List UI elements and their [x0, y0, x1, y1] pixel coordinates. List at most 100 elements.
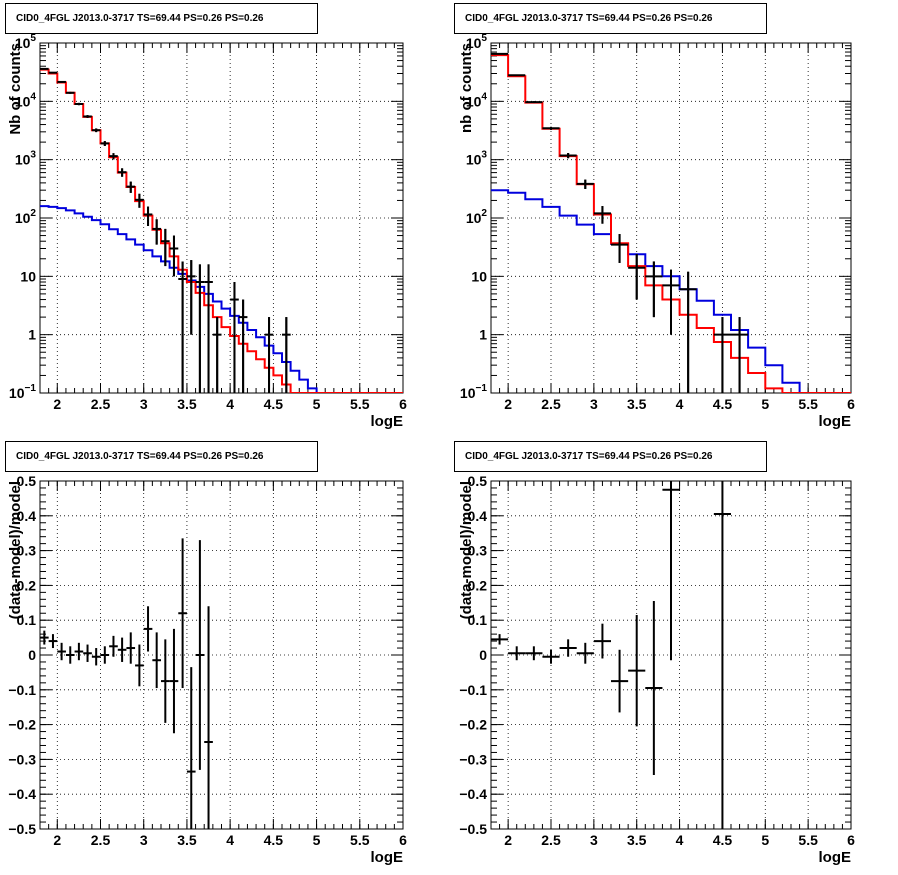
residual-point: [161, 639, 170, 723]
chart-panel-3: 2 2.5 3 3.5 4 4.5 5 5.5 6 −0.5 −0.4 −0.3 −0.2 −0.1 0 0.…: [7, 473, 407, 866]
x-tick-label: 2: [53, 832, 61, 848]
data-point: [628, 254, 646, 300]
y-tick-label: −0.4: [459, 786, 487, 802]
residual-point: [74, 642, 84, 661]
y-tick-label: 102: [466, 208, 488, 226]
y-tick-label: 103: [15, 150, 37, 168]
data-point: [40, 67, 49, 70]
data-point: [645, 261, 663, 318]
data-point: [212, 317, 222, 393]
y-tick-label: 0.4: [17, 508, 37, 524]
residual-point: [109, 635, 118, 657]
residual-point: [525, 646, 543, 661]
x-tick-label: 3.5: [177, 832, 197, 848]
residual-point: [491, 634, 509, 645]
y-tick-label: −0.2: [459, 717, 487, 733]
residual-point: [126, 632, 136, 664]
y-tick-label: 0.5: [17, 473, 37, 489]
chart-panel-1: 2 2.5 3 3.5 4 4.5 5 5.5 6 10−1 1 10 102 103 104 105 logE…: [7, 33, 407, 430]
y-tick-label: 0.2: [17, 577, 37, 593]
residual-point: [40, 630, 49, 645]
residual-point: [713, 481, 731, 829]
residual-point: [611, 649, 629, 713]
y-tick-label: 105: [15, 33, 37, 51]
residual-point: [186, 667, 196, 829]
data-point: [186, 260, 196, 335]
data-point: [117, 168, 127, 177]
residual-point: [508, 646, 526, 661]
residual-point: [100, 646, 110, 664]
plot-area: [491, 52, 851, 393]
y-tick-label: −0.5: [8, 821, 36, 837]
x-tick-label: 2.5: [91, 832, 111, 848]
chart-panel-4: 2 2.5 3 3.5 4 4.5 5 5.5 6 −0.5 −0.4 −0.3 −0.2 −0.1 0 0.…: [458, 473, 855, 866]
y-tick-label: 0.1: [17, 612, 37, 628]
x-tick-label: 6: [847, 832, 855, 848]
x-tick-label: 2: [53, 396, 61, 412]
x-tick-label: 5: [313, 396, 321, 412]
x-axis-label: logE: [819, 849, 852, 866]
data-point: [143, 206, 153, 226]
x-tick-label: 4: [676, 396, 684, 412]
y-tick-label: 0.5: [468, 473, 488, 489]
y-tick-label: 1: [479, 327, 487, 343]
residual-point: [195, 540, 205, 770]
x-tick-label: 2.5: [91, 396, 111, 412]
data-point: [230, 281, 239, 393]
x-tick-label: 4.5: [713, 396, 733, 412]
data-point: [713, 317, 731, 393]
x-tick-label: 5.5: [798, 396, 818, 412]
y-tick-label: 10: [471, 268, 487, 284]
residual-point: [204, 606, 213, 829]
y-tick-label: 104: [466, 91, 488, 109]
y-tick-label: 102: [15, 208, 37, 226]
x-tick-label: 3: [140, 832, 148, 848]
residual-point: [135, 644, 144, 687]
data-point: [491, 52, 509, 55]
residual-point: [645, 601, 663, 776]
panel-title: CID0_4FGL J2013.0-3717 TS=69.44 PS=0.26 …: [454, 441, 767, 472]
data-point: [731, 317, 749, 393]
x-tick-label: 3: [590, 396, 598, 412]
residual-point: [169, 628, 179, 734]
data-point: [204, 264, 213, 393]
x-tick-label: 2: [504, 396, 512, 412]
x-tick-label: 6: [399, 396, 407, 412]
x-tick-label: 4.5: [713, 832, 733, 848]
x-tick-label: 5.5: [350, 396, 370, 412]
x-tick-label: 3.5: [627, 396, 647, 412]
y-tick-label: 0.4: [468, 508, 488, 524]
residual-point: [559, 639, 577, 657]
panel-title: CID0_4FGL J2013.0-3717 TS=69.44 PS=0.26 …: [5, 441, 318, 472]
data-point: [91, 128, 101, 133]
x-tick-label: 4: [226, 396, 234, 412]
residual-point: [91, 648, 101, 666]
data-point: [559, 153, 577, 159]
panel-title: CID0_4FGL J2013.0-3717 TS=69.44 PS=0.26 …: [5, 3, 318, 34]
panel-title: CID0_4FGL J2013.0-3717 TS=69.44 PS=0.26 …: [454, 3, 767, 34]
x-tick-label: 3.5: [627, 832, 647, 848]
y-axis-label: nb of counts: [458, 43, 475, 133]
x-tick-label: 5.5: [798, 832, 818, 848]
residual-point: [143, 606, 153, 652]
y-axis-label: (data-model)/model: [7, 481, 24, 619]
residual-point: [576, 642, 594, 664]
y-tick-label: −0.1: [459, 682, 487, 698]
data-point: [135, 193, 144, 208]
data-point: [65, 91, 75, 94]
model-total-line: [40, 68, 403, 393]
x-tick-label: 5: [313, 832, 321, 848]
plot-area: [40, 67, 403, 393]
residual-point: [542, 649, 560, 664]
data-point: [282, 317, 291, 393]
model-component-line: [491, 189, 851, 393]
y-tick-label: −0.5: [459, 821, 487, 837]
x-axis-label: logE: [371, 849, 404, 866]
y-tick-label: −0.3: [8, 751, 36, 767]
chart-panel-2: 2 2.5 3 3.5 4 4.5 5 5.5 6 10−1 1 10 102 103 104 105 logE…: [458, 33, 855, 430]
x-tick-label: 5: [761, 396, 769, 412]
y-tick-label: 10−1: [460, 383, 487, 401]
y-tick-label: 0: [479, 647, 487, 663]
x-tick-label: 2.5: [541, 832, 561, 848]
